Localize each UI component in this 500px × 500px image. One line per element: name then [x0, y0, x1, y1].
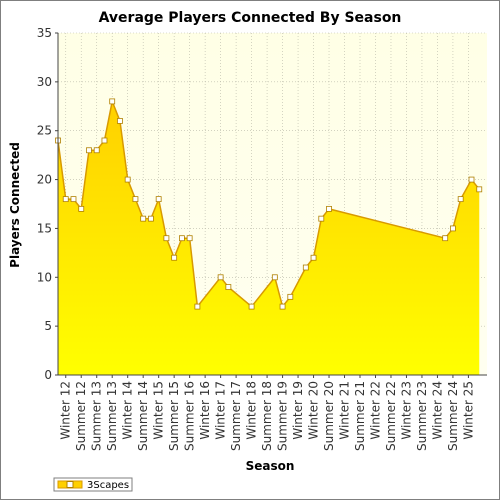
data-point	[442, 235, 449, 242]
data-point	[194, 303, 201, 310]
y-tick-label: 15	[37, 221, 52, 235]
y-tick-label: 25	[37, 124, 52, 138]
x-axis-label: Season	[246, 459, 295, 473]
data-point	[279, 303, 286, 310]
y-tick-label: 5	[44, 319, 52, 333]
data-point	[70, 196, 77, 203]
x-tick-label: Summer 12	[74, 381, 88, 451]
data-point	[132, 196, 139, 203]
x-tick-label: Winter 21	[338, 381, 352, 440]
data-point	[86, 147, 92, 154]
y-ticks: 0 5 10 15 20 25 30 35	[37, 26, 58, 382]
data-point	[217, 274, 224, 281]
y-tick-label: 0	[44, 368, 52, 382]
x-tick-label: Summer 22	[384, 381, 398, 451]
legend: 3Scapes	[53, 477, 133, 492]
data-point	[287, 293, 294, 300]
data-point	[117, 118, 123, 124]
y-tick-label: 30	[37, 75, 52, 89]
x-ticks: Winter 12 Summer 12 Summer 13 Summer 13 Wint…	[59, 375, 475, 451]
x-tick-label: Summer 13	[105, 381, 119, 451]
x-tick-label: Winter 17	[214, 381, 228, 440]
data-point	[271, 274, 278, 281]
data-point	[62, 196, 69, 203]
x-tick-label: Summer 20	[322, 381, 336, 451]
x-tick-label: Winter 14	[121, 381, 135, 440]
x-tick-label: Winter 20	[307, 381, 321, 440]
y-tick-label: 10	[37, 270, 52, 284]
x-tick-label: Summer 18	[260, 381, 274, 451]
x-tick-label: Winter 18	[245, 381, 259, 440]
data-point	[93, 147, 100, 154]
data-point	[186, 235, 193, 242]
x-tick-label: Winter 19	[291, 381, 305, 440]
x-tick-label: Winter 16	[198, 381, 212, 440]
chart-title: Average Players Connected By Season	[99, 10, 402, 26]
data-point	[225, 284, 232, 290]
data-point	[148, 215, 154, 222]
data-point	[163, 235, 170, 242]
data-point	[178, 235, 185, 242]
data-point	[109, 98, 116, 105]
data-point	[310, 254, 317, 261]
legend-label: 3Scapes	[87, 480, 129, 491]
x-tick-label: Summer 13	[90, 381, 104, 451]
data-point	[78, 205, 85, 212]
x-tick-label: Summer 14	[136, 381, 150, 451]
y-tick-label: 20	[37, 173, 52, 187]
x-tick-label: Winter 24	[430, 381, 444, 440]
x-tick-label: Winter 23	[399, 381, 413, 440]
x-tick-label: Summer 24	[446, 381, 460, 451]
x-tick-label: Summer 15	[167, 381, 181, 451]
data-point	[248, 303, 255, 310]
data-point	[318, 215, 325, 222]
x-tick-label: Winter 15	[152, 381, 166, 440]
series-line	[57, 98, 480, 309]
y-axis-label: Players Connected	[8, 142, 22, 268]
data-point	[101, 137, 108, 144]
x-tick-label: Winter 12	[59, 381, 73, 440]
data-point	[140, 215, 147, 222]
x-tick-label: Winter 25	[461, 381, 475, 440]
x-tick-label: Summer 23	[415, 381, 429, 451]
data-point	[468, 176, 475, 183]
data-point	[302, 264, 309, 271]
x-tick-label: Summer 21	[353, 381, 367, 451]
x-tick-label: Summer 17	[229, 381, 243, 451]
data-point	[124, 176, 131, 183]
series-area	[58, 101, 480, 376]
series-markers	[55, 98, 483, 310]
x-tick-label: Winter 22	[368, 381, 382, 440]
data-point	[457, 196, 464, 203]
x-tick-label: Summer 19	[276, 381, 290, 451]
data-point	[450, 225, 456, 232]
y-tick-label: 35	[37, 26, 52, 40]
data-point	[326, 205, 332, 212]
data-point	[155, 196, 162, 203]
data-point	[476, 186, 483, 193]
data-point	[171, 254, 178, 261]
legend-marker	[66, 481, 74, 488]
x-tick-label: Summer 16	[183, 381, 197, 451]
